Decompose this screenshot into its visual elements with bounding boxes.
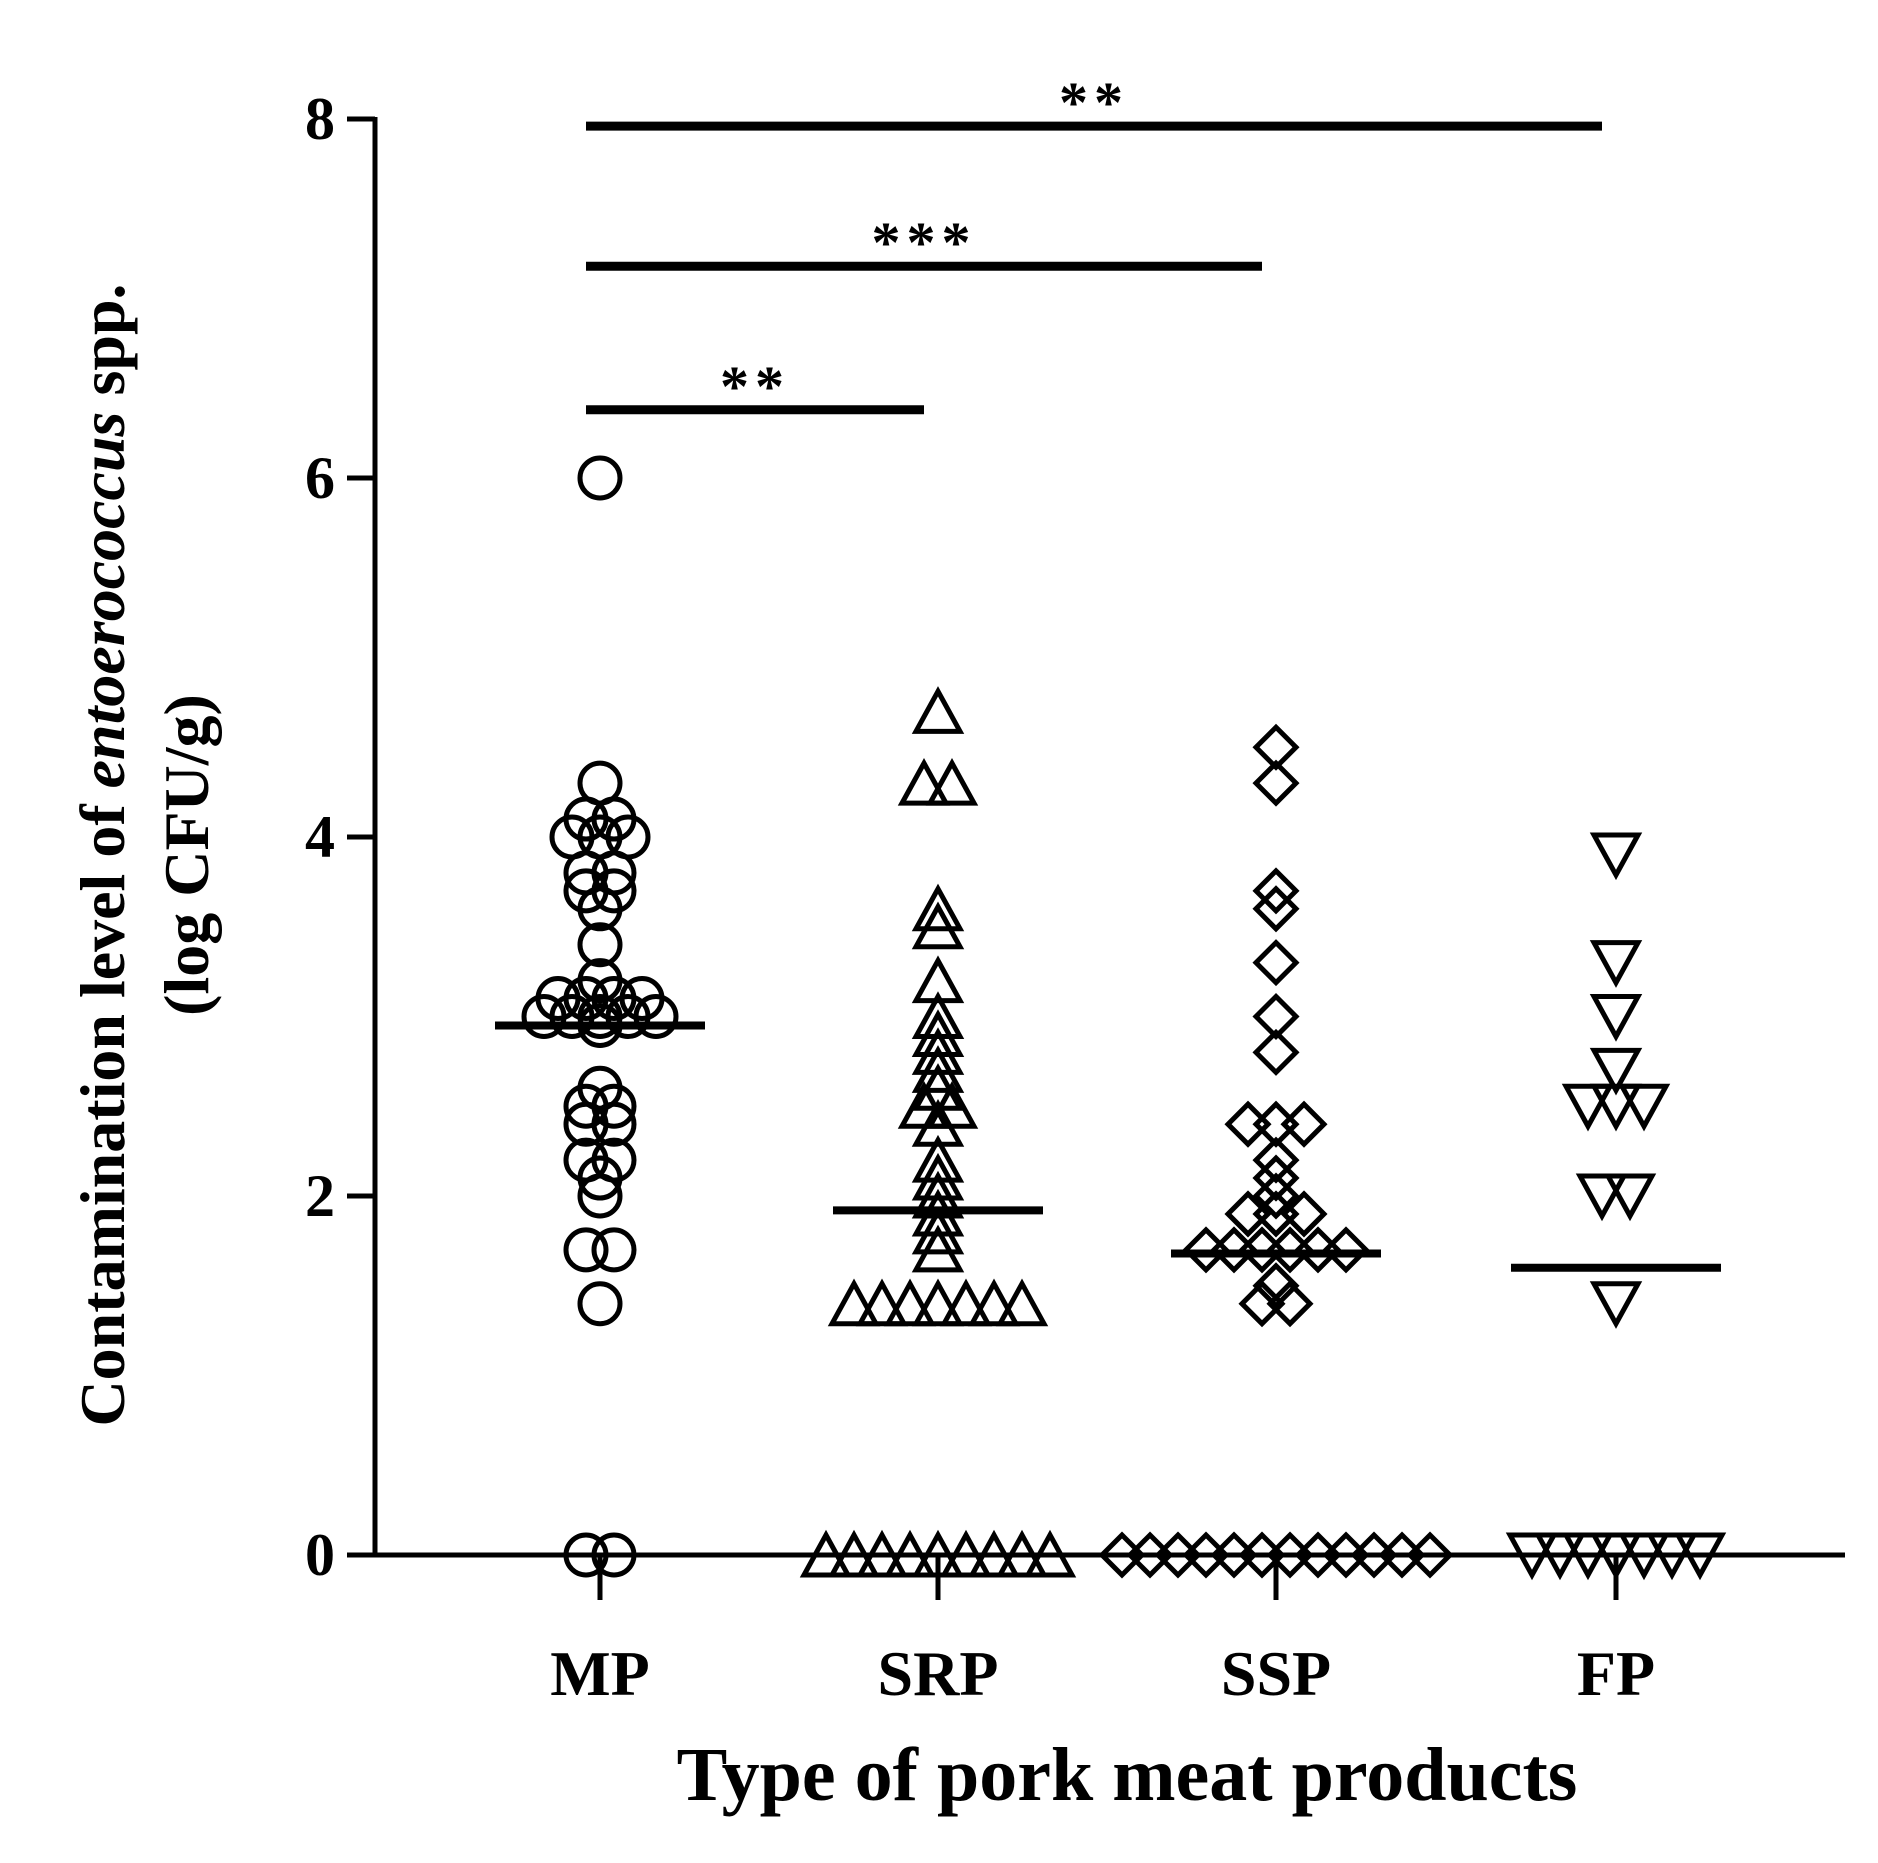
data-point-srp: [967, 1529, 1021, 1578]
y-tick-label: 8: [305, 86, 335, 152]
data-point-srp: [883, 1278, 937, 1327]
y-tick-label: 0: [305, 1522, 335, 1588]
data-point-srp: [967, 1278, 1021, 1327]
significance-label: **: [1059, 70, 1129, 135]
data-point-mp: [577, 1173, 623, 1219]
data-point-fp: [1673, 1532, 1727, 1581]
data-point-ssp: [1322, 1226, 1370, 1274]
data-point-mp: [549, 994, 595, 1039]
data-point-fp: [1533, 1532, 1587, 1581]
data-point-mp: [563, 1532, 609, 1578]
data-point-ssp: [1252, 1154, 1300, 1202]
x-tick-label-srp: SRP: [878, 1638, 999, 1709]
data-point-fp: [1589, 1083, 1643, 1132]
data-point-fp: [1617, 1083, 1671, 1132]
data-point-srp: [995, 1529, 1049, 1578]
data-point-fp: [1589, 832, 1643, 881]
data-points: [521, 455, 1727, 1581]
y-axis-title-italic: entoerococcus: [67, 412, 138, 789]
data-point-mp: [591, 1227, 637, 1273]
data-point-ssp: [1252, 1028, 1300, 1076]
significance-bars: *******: [586, 70, 1602, 419]
data-point-srp: [883, 1529, 937, 1578]
significance-label: **: [720, 354, 790, 419]
data-point-mp: [633, 994, 679, 1039]
data-point-srp: [925, 757, 979, 806]
data-point-ssp: [1280, 1100, 1328, 1148]
data-point-ssp: [1252, 723, 1300, 771]
data-point-mp: [605, 994, 651, 1039]
data-point-srp: [911, 1045, 965, 1093]
data-point-mp: [577, 922, 623, 968]
x-axis: MP SRP SSP FP: [375, 1552, 1845, 1709]
x-tick-label-ssp: SSP: [1221, 1638, 1331, 1709]
data-point-fp: [1645, 1532, 1699, 1581]
data-point-mp: [577, 886, 623, 932]
y-axis: 0 2 4 6 8: [305, 86, 378, 1588]
data-point-srp: [911, 1278, 965, 1327]
data-point-mp: [577, 1155, 623, 1201]
y-tick-label: 2: [305, 1163, 335, 1229]
data-point-ssp: [1252, 1262, 1300, 1310]
data-point-fp: [1589, 1532, 1643, 1581]
data-point-ssp: [1252, 992, 1300, 1041]
data-point-fp: [1589, 1281, 1643, 1329]
data-point-ssp: [1280, 1190, 1328, 1238]
significance-label: ***: [872, 210, 977, 275]
data-point-srp: [911, 1206, 965, 1255]
data-point-fp: [1589, 1047, 1643, 1096]
data-point-fp: [1561, 1532, 1615, 1581]
data-point-srp: [827, 1529, 881, 1578]
data-point-ssp: [1252, 1172, 1300, 1220]
data-point-mp: [591, 1101, 637, 1147]
data-point-ssp: [1252, 867, 1300, 915]
y-tick-label: 4: [305, 804, 335, 870]
data-point-fp: [1603, 1173, 1657, 1222]
y-axis-title-line1: Contamination level of entoerococcus spp…: [67, 283, 138, 1426]
data-point-mp: [591, 1532, 637, 1578]
data-point-ssp: [1252, 759, 1300, 807]
data-point-srp: [855, 1529, 909, 1578]
data-point-srp: [939, 1529, 993, 1578]
data-point-fp: [1561, 1083, 1615, 1132]
data-point-fp: [1575, 1173, 1629, 1222]
x-tick-label-mp: MP: [550, 1638, 650, 1709]
data-point-srp: [1023, 1529, 1077, 1578]
data-point-ssp: [1252, 939, 1300, 987]
y-axis-title-line2: (log CFU/g): [151, 694, 222, 1016]
data-point-srp: [897, 757, 951, 806]
data-point-fp: [1589, 994, 1643, 1042]
data-point-ssp: [1224, 1100, 1272, 1148]
median-lines: [495, 1021, 1721, 1272]
data-point-ssp: [1406, 1531, 1454, 1579]
data-point-ssp: [1266, 1280, 1314, 1328]
data-point-mp: [577, 1281, 623, 1327]
data-point-fp: [1589, 940, 1643, 988]
data-point-fp: [1505, 1532, 1559, 1581]
x-axis-title: Type of pork meat products: [677, 1733, 1578, 1817]
data-point-srp: [827, 1278, 881, 1327]
data-point-srp: [911, 901, 965, 950]
data-point-srp: [911, 1529, 965, 1578]
y-tick-label: 6: [305, 445, 335, 511]
data-point-srp: [939, 1278, 993, 1327]
data-point-srp: [995, 1278, 1049, 1327]
x-tick-label-fp: FP: [1577, 1638, 1655, 1709]
data-point-mp: [563, 1101, 609, 1147]
data-point-ssp: [1252, 1136, 1300, 1184]
data-point-mp: [521, 994, 567, 1039]
data-point-srp: [911, 1224, 965, 1273]
data-point-ssp: [1252, 885, 1300, 933]
data-point-srp: [911, 883, 965, 932]
data-point-mp: [563, 1227, 609, 1273]
data-point-srp: [855, 1278, 909, 1327]
data-point-srp: [911, 686, 965, 734]
data-point-mp: [577, 455, 623, 501]
y-axis-title-suffix: spp.: [67, 283, 138, 411]
data-point-fp: [1617, 1532, 1671, 1581]
y-axis-title-prefix: Contamination level of: [67, 788, 138, 1426]
data-point-srp: [799, 1529, 853, 1578]
